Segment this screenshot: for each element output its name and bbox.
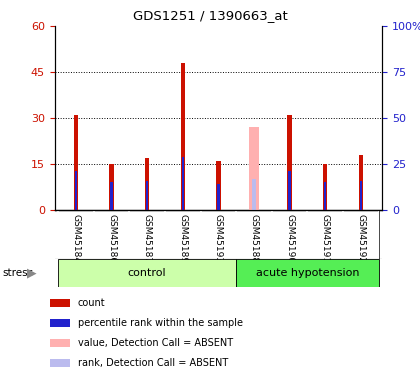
Text: count: count (78, 298, 105, 308)
Bar (75, 171, 77, 210)
Bar (110, 183, 113, 210)
Bar (360, 181, 362, 210)
Text: GSM45189: GSM45189 (178, 214, 187, 263)
Bar (249, 128, 260, 210)
Bar (145, 158, 150, 210)
Bar (181, 63, 185, 210)
Bar (50, 319, 70, 327)
Bar (50, 359, 70, 367)
Text: GSM45187: GSM45187 (143, 214, 152, 263)
Bar (359, 155, 363, 210)
Bar (181, 157, 184, 210)
Text: control: control (128, 268, 166, 278)
Text: value, Detection Call = ABSENT: value, Detection Call = ABSENT (78, 338, 233, 348)
Bar (146, 181, 148, 210)
Bar (289, 171, 291, 210)
Text: GSM45186: GSM45186 (107, 214, 116, 263)
Bar (323, 164, 327, 210)
Bar (287, 115, 292, 210)
Text: GSM45190: GSM45190 (285, 214, 294, 263)
Text: stress: stress (2, 268, 33, 278)
Bar (74, 115, 78, 210)
Bar (58, 259, 236, 287)
Text: percentile rank within the sample: percentile rank within the sample (78, 318, 243, 328)
Text: acute hypotension: acute hypotension (256, 268, 359, 278)
Text: ▶: ▶ (27, 266, 37, 279)
Text: GDS1251 / 1390663_at: GDS1251 / 1390663_at (133, 9, 287, 22)
Bar (110, 164, 114, 210)
Bar (217, 184, 220, 210)
Bar (252, 179, 256, 210)
Bar (324, 183, 326, 210)
Text: GSM45191: GSM45191 (321, 214, 330, 263)
Bar (216, 161, 221, 210)
Bar (50, 339, 70, 347)
Bar (236, 259, 379, 287)
Text: GSM45188: GSM45188 (249, 214, 258, 263)
Bar (50, 298, 70, 307)
Text: GSM45192: GSM45192 (356, 214, 365, 263)
Text: GSM45193: GSM45193 (214, 214, 223, 263)
Text: GSM45184: GSM45184 (71, 214, 81, 263)
Text: rank, Detection Call = ABSENT: rank, Detection Call = ABSENT (78, 358, 228, 368)
